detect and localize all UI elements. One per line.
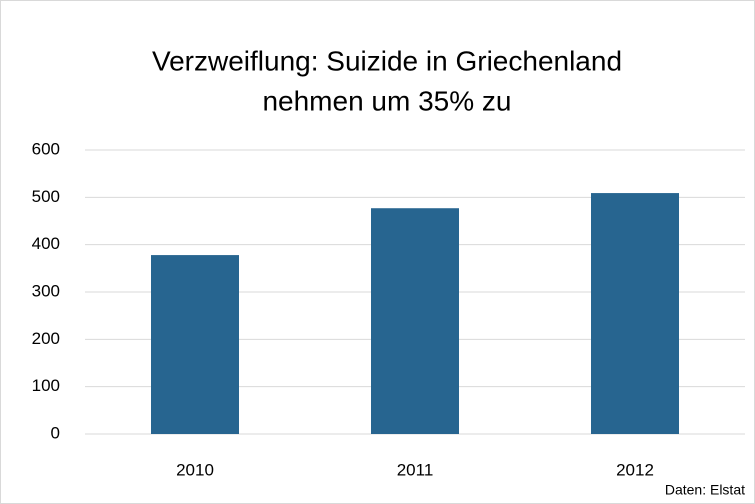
bar — [151, 255, 239, 434]
y-tick-label: 300 — [32, 281, 60, 300]
chart-title: nehmen um 35% zu — [262, 85, 511, 116]
x-tick-label: 2012 — [616, 460, 654, 479]
y-tick-label: 200 — [32, 329, 60, 348]
chart-title: Verzweiflung: Suizide in Griechenland — [152, 45, 622, 76]
y-tick-label: 600 — [32, 139, 60, 158]
y-tick-label: 0 — [51, 423, 60, 442]
x-tick-label: 2011 — [397, 460, 434, 479]
x-tick-label: 2010 — [176, 460, 214, 479]
bar — [591, 193, 679, 434]
y-tick-label: 400 — [32, 234, 60, 253]
y-tick-label: 100 — [32, 376, 60, 395]
bar — [371, 208, 459, 434]
source-note: Daten: Elstat — [665, 482, 745, 498]
y-tick-label: 500 — [32, 187, 60, 206]
